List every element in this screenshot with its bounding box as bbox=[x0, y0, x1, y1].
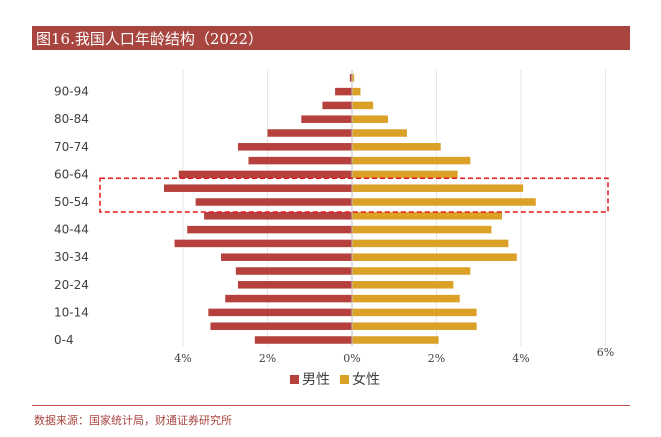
legend-swatch-female bbox=[340, 374, 349, 384]
female-bar-65-69 bbox=[352, 156, 471, 165]
male-bar-35-39 bbox=[174, 239, 352, 248]
male-bar-0-4 bbox=[254, 336, 352, 344]
female-bar-60-64 bbox=[352, 170, 458, 179]
x-tick-label: 0% bbox=[343, 352, 360, 365]
y-tick-label-30-34: 30-34 bbox=[54, 250, 89, 264]
female-bar-50-54 bbox=[352, 198, 536, 206]
male-bar-55-59 bbox=[163, 184, 352, 192]
y-tick-label-0-4: 0-4 bbox=[54, 333, 74, 347]
x-tick-label: 2% bbox=[428, 352, 445, 365]
male-bar-65-69 bbox=[248, 156, 352, 165]
male-bar-80-84 bbox=[301, 115, 352, 123]
male-bar-5-9 bbox=[210, 322, 352, 330]
legend: 男性 女性 bbox=[290, 369, 390, 389]
female-bar-95+ bbox=[352, 74, 355, 82]
female-bar-45-49 bbox=[352, 212, 502, 220]
male-bar-30-34 bbox=[221, 253, 352, 261]
x-tick-label: 4% bbox=[512, 352, 529, 365]
male-bar-20-24 bbox=[237, 281, 352, 289]
female-bar-30-34 bbox=[352, 253, 517, 261]
male-bar-90-94 bbox=[335, 87, 352, 96]
footer-divider bbox=[32, 405, 630, 406]
male-bar-10-14 bbox=[208, 308, 352, 317]
y-tick-label-70-74: 70-74 bbox=[54, 140, 89, 154]
male-bar-60-64 bbox=[178, 170, 352, 179]
male-bar-75-79 bbox=[267, 129, 352, 137]
male-bar-95+ bbox=[349, 74, 352, 82]
female-bar-35-39 bbox=[352, 239, 509, 248]
x-tick-label: 6% bbox=[597, 346, 614, 359]
title-bar: 图16.我国人口年龄结构（2022） bbox=[32, 26, 630, 50]
female-bar-75-79 bbox=[352, 129, 407, 137]
female-bar-0-4 bbox=[352, 336, 439, 344]
female-bar-40-44 bbox=[352, 225, 492, 234]
female-bar-85-89 bbox=[352, 101, 374, 110]
y-tick-label-10-14: 10-14 bbox=[54, 305, 89, 319]
male-bar-40-44 bbox=[187, 225, 352, 234]
legend-label-female: 女性 bbox=[352, 372, 380, 388]
male-bar-15-19 bbox=[225, 294, 352, 303]
legend-swatch-male bbox=[290, 374, 299, 384]
y-tick-label-40-44: 40-44 bbox=[54, 223, 89, 237]
y-tick-label-90-94: 90-94 bbox=[54, 85, 89, 99]
female-bar-15-19 bbox=[352, 294, 460, 303]
y-tick-label-50-54: 50-54 bbox=[54, 195, 89, 209]
source-note: 数据来源：国家统计局，财通证券研究所 bbox=[34, 414, 232, 427]
female-bar-5-9 bbox=[352, 322, 477, 330]
male-bar-45-49 bbox=[204, 212, 352, 220]
female-bar-10-14 bbox=[352, 308, 477, 317]
y-tick-label-20-24: 20-24 bbox=[54, 278, 89, 292]
chart-title: 图16.我国人口年龄结构（2022） bbox=[36, 30, 264, 48]
female-bar-25-29 bbox=[352, 267, 471, 275]
male-bar-25-29 bbox=[235, 267, 352, 275]
legend-label-male: 男性 bbox=[302, 372, 330, 388]
female-bar-55-59 bbox=[352, 184, 524, 192]
male-bar-50-54 bbox=[195, 198, 352, 206]
legend-item-male: 男性 bbox=[290, 369, 330, 389]
y-tick-label-80-84: 80-84 bbox=[54, 112, 89, 126]
y-tick-label-60-64: 60-64 bbox=[54, 167, 89, 181]
female-bar-20-24 bbox=[352, 281, 454, 289]
legend-item-female: 女性 bbox=[340, 369, 380, 389]
male-bar-70-74 bbox=[237, 143, 352, 151]
female-bar-90-94 bbox=[352, 87, 361, 96]
highlight-box bbox=[99, 177, 609, 213]
female-bar-70-74 bbox=[352, 143, 441, 151]
male-bar-85-89 bbox=[322, 101, 352, 110]
female-bar-80-84 bbox=[352, 115, 388, 123]
x-tick-label: 4% bbox=[174, 352, 191, 365]
x-tick-label: 2% bbox=[259, 352, 276, 365]
